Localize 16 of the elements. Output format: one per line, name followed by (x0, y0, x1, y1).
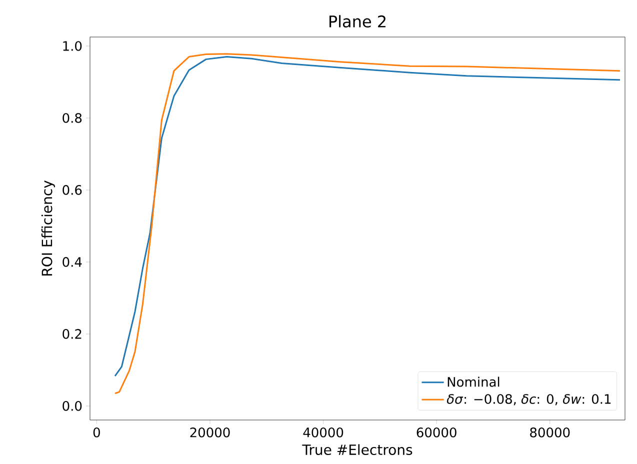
y-tick-label: 0.8 (62, 113, 82, 123)
x-tick-label: 40000 (303, 428, 344, 438)
y-tick-label: 0.2 (62, 329, 82, 339)
x-tick-label: 20000 (190, 428, 230, 438)
x-tick-label: 80000 (530, 428, 570, 438)
y-tick-label: 0.4 (62, 257, 82, 267)
x-tick-label: 0 (93, 428, 100, 438)
y-tick-label: 0.6 (62, 185, 82, 195)
legend-label: Nominal (448, 376, 500, 387)
x-axis-title: True #Electrons (302, 444, 412, 456)
chart-title: Plane 2 (330, 15, 386, 28)
legend-label: δσ: −0.08, δc: 0, δw: 0.1 (446, 394, 611, 406)
y-tick-label: 1.0 (63, 41, 82, 51)
y-axis-title: ROI Efficiency (41, 180, 55, 276)
y-tick-label: 0.0 (62, 401, 82, 411)
x-tick-label: 60000 (416, 428, 456, 438)
